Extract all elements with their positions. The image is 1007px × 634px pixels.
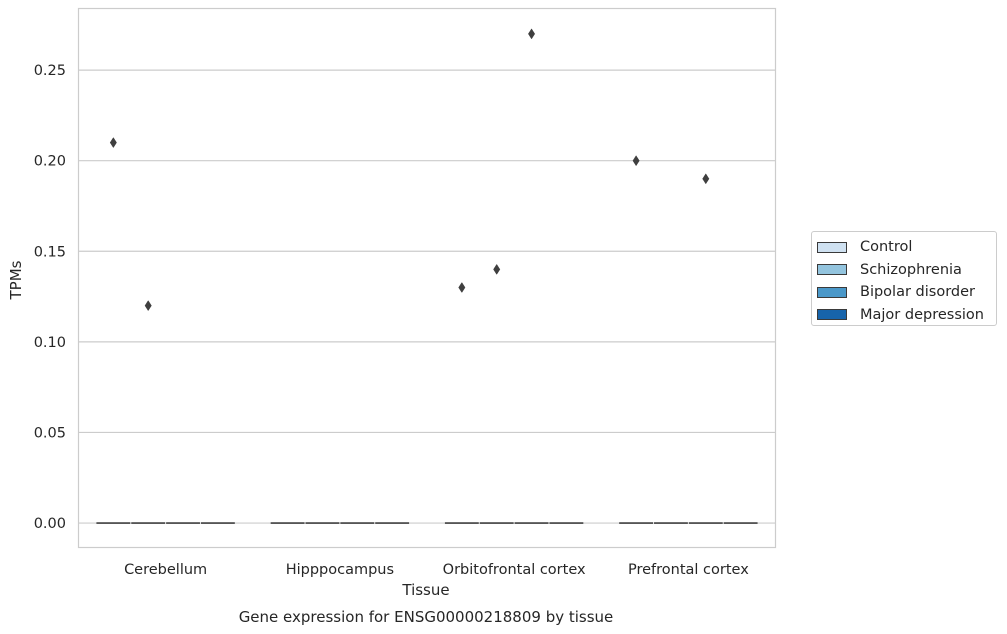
y-tick-label: 0.05 — [34, 425, 66, 441]
outlier-point — [109, 137, 117, 149]
outlier-point — [458, 282, 466, 293]
outlier-point — [493, 263, 501, 275]
y-tick-label: 0.15 — [34, 244, 66, 260]
chart-title: Gene expression for ENSG00000218809 by t… — [239, 608, 614, 626]
outlier-point — [702, 173, 710, 185]
gridlines — [78, 69, 776, 524]
y-tick-label: 0.10 — [34, 335, 66, 351]
legend-label: Schizophrenia — [860, 261, 962, 278]
x-tick-label: Hipppocampus — [286, 562, 394, 578]
y-axis-label: TPMs — [7, 260, 25, 300]
legend-swatch — [817, 286, 847, 298]
legend-label: Major depression — [860, 306, 984, 323]
outlier-point — [528, 28, 536, 40]
legend-swatch — [817, 264, 847, 276]
x-ticks: Cerebellum Hipppocampus Orbitofrontal cort… — [124, 562, 749, 578]
legend-label: Bipolar disorder — [860, 284, 975, 301]
legend-swatch — [817, 309, 847, 321]
x-tick-label: Cerebellum — [124, 562, 207, 578]
outlier-point — [144, 300, 152, 312]
plot-frame — [77, 7, 777, 549]
legend-item: Bipolar disorder — [817, 281, 996, 304]
y-ticks: 0.00 0.05 0.10 0.15 0.20 0.25 — [34, 63, 66, 532]
outliers — [109, 28, 710, 312]
x-tick-label: Prefrontal cortex — [628, 562, 749, 578]
x-tick-label: Orbitofrontal cortex — [443, 562, 586, 578]
outlier-point — [632, 155, 640, 167]
legend-item: Schizophrenia — [817, 259, 996, 282]
legend: Control Schizophrenia Bipolar disorder Majo… — [811, 231, 997, 326]
y-tick-label: 0.25 — [34, 63, 66, 79]
legend-label: Control — [860, 239, 913, 256]
y-tick-label: 0.00 — [34, 516, 66, 532]
legend-item: Control — [817, 236, 996, 259]
x-axis-label: Tissue — [401, 581, 449, 599]
y-tick-label: 0.20 — [34, 154, 66, 170]
legend-item: Major depression — [817, 304, 996, 327]
legend-swatch — [817, 241, 847, 253]
